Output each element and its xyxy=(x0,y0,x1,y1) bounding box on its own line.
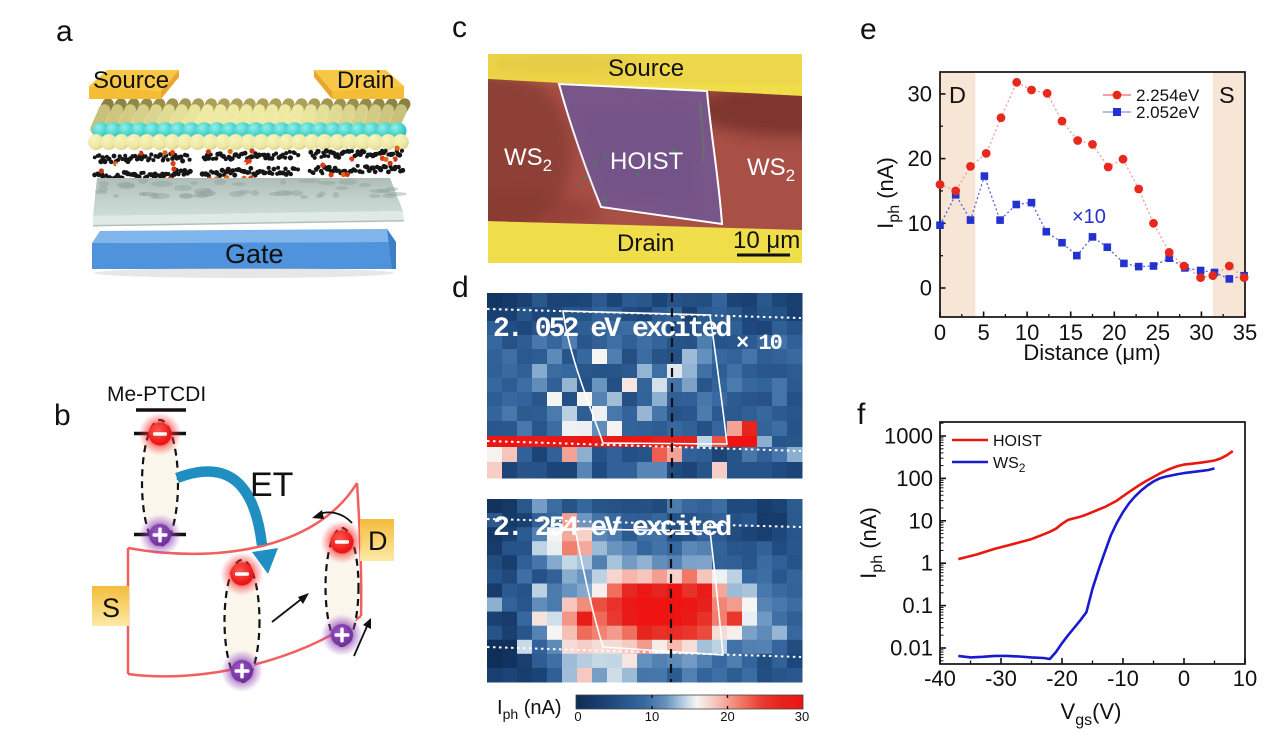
svg-text:a: a xyxy=(56,15,73,48)
svg-text:30: 30 xyxy=(908,81,932,106)
svg-text:HOIST: HOIST xyxy=(610,148,684,175)
svg-text:0: 0 xyxy=(920,276,932,301)
svg-text:10: 10 xyxy=(909,508,933,533)
svg-text:20: 20 xyxy=(908,146,932,171)
svg-text:Distance (μm): Distance (μm) xyxy=(1023,340,1160,365)
svg-text:S: S xyxy=(102,593,120,623)
svg-text:1: 1 xyxy=(921,551,933,576)
svg-text:1000: 1000 xyxy=(884,424,933,449)
svg-text:Drain: Drain xyxy=(337,67,394,94)
svg-text:10: 10 xyxy=(1233,666,1257,691)
svg-text:15: 15 xyxy=(1058,320,1082,345)
svg-text:2. 052 eV excited: 2. 052 eV excited xyxy=(493,314,730,345)
svg-text:d: d xyxy=(452,271,469,304)
svg-text:30: 30 xyxy=(795,709,809,724)
svg-text:WS2: WS2 xyxy=(993,455,1026,475)
svg-text:×10: ×10 xyxy=(1072,206,1106,228)
svg-text:-10: -10 xyxy=(1107,666,1139,691)
svg-text:2.254eV: 2.254eV xyxy=(1136,86,1200,105)
svg-text:0.1: 0.1 xyxy=(902,593,933,618)
svg-text:20: 20 xyxy=(720,709,734,724)
svg-text:HOIST: HOIST xyxy=(993,433,1042,450)
svg-text:Gate: Gate xyxy=(225,239,284,269)
svg-text:5: 5 xyxy=(977,320,989,345)
svg-text:25: 25 xyxy=(1146,320,1170,345)
svg-text:ET: ET xyxy=(250,466,293,504)
svg-text:Drain: Drain xyxy=(617,230,674,257)
svg-text:D: D xyxy=(368,526,388,556)
svg-text:0: 0 xyxy=(934,320,946,345)
svg-text:10 μm: 10 μm xyxy=(733,227,800,254)
svg-text:10: 10 xyxy=(908,211,932,236)
svg-text:0: 0 xyxy=(574,709,581,724)
svg-text:30: 30 xyxy=(1189,320,1213,345)
svg-text:Me-PTCDI: Me-PTCDI xyxy=(107,383,206,406)
svg-text:f: f xyxy=(857,398,866,431)
svg-text:-20: -20 xyxy=(1046,666,1078,691)
svg-text:× 10: × 10 xyxy=(736,331,782,356)
svg-text:Source: Source xyxy=(608,55,684,82)
svg-text:c: c xyxy=(452,11,467,44)
svg-text:-30: -30 xyxy=(985,666,1017,691)
svg-text:0.01: 0.01 xyxy=(890,636,933,661)
svg-text:-40: -40 xyxy=(924,666,956,691)
svg-text:2.052eV: 2.052eV xyxy=(1136,103,1200,122)
svg-text:D: D xyxy=(949,82,966,108)
svg-text:e: e xyxy=(860,13,877,46)
svg-text:Source: Source xyxy=(93,67,169,94)
svg-text:0: 0 xyxy=(1178,666,1190,691)
svg-text:100: 100 xyxy=(896,466,933,491)
svg-text:10: 10 xyxy=(1015,320,1039,345)
svg-text:b: b xyxy=(54,399,71,432)
svg-text:S: S xyxy=(1219,82,1235,108)
svg-text:10: 10 xyxy=(645,709,659,724)
svg-text:35: 35 xyxy=(1233,320,1257,345)
svg-text:2. 254 eV excited: 2. 254 eV excited xyxy=(493,513,730,544)
svg-text:20: 20 xyxy=(1102,320,1126,345)
